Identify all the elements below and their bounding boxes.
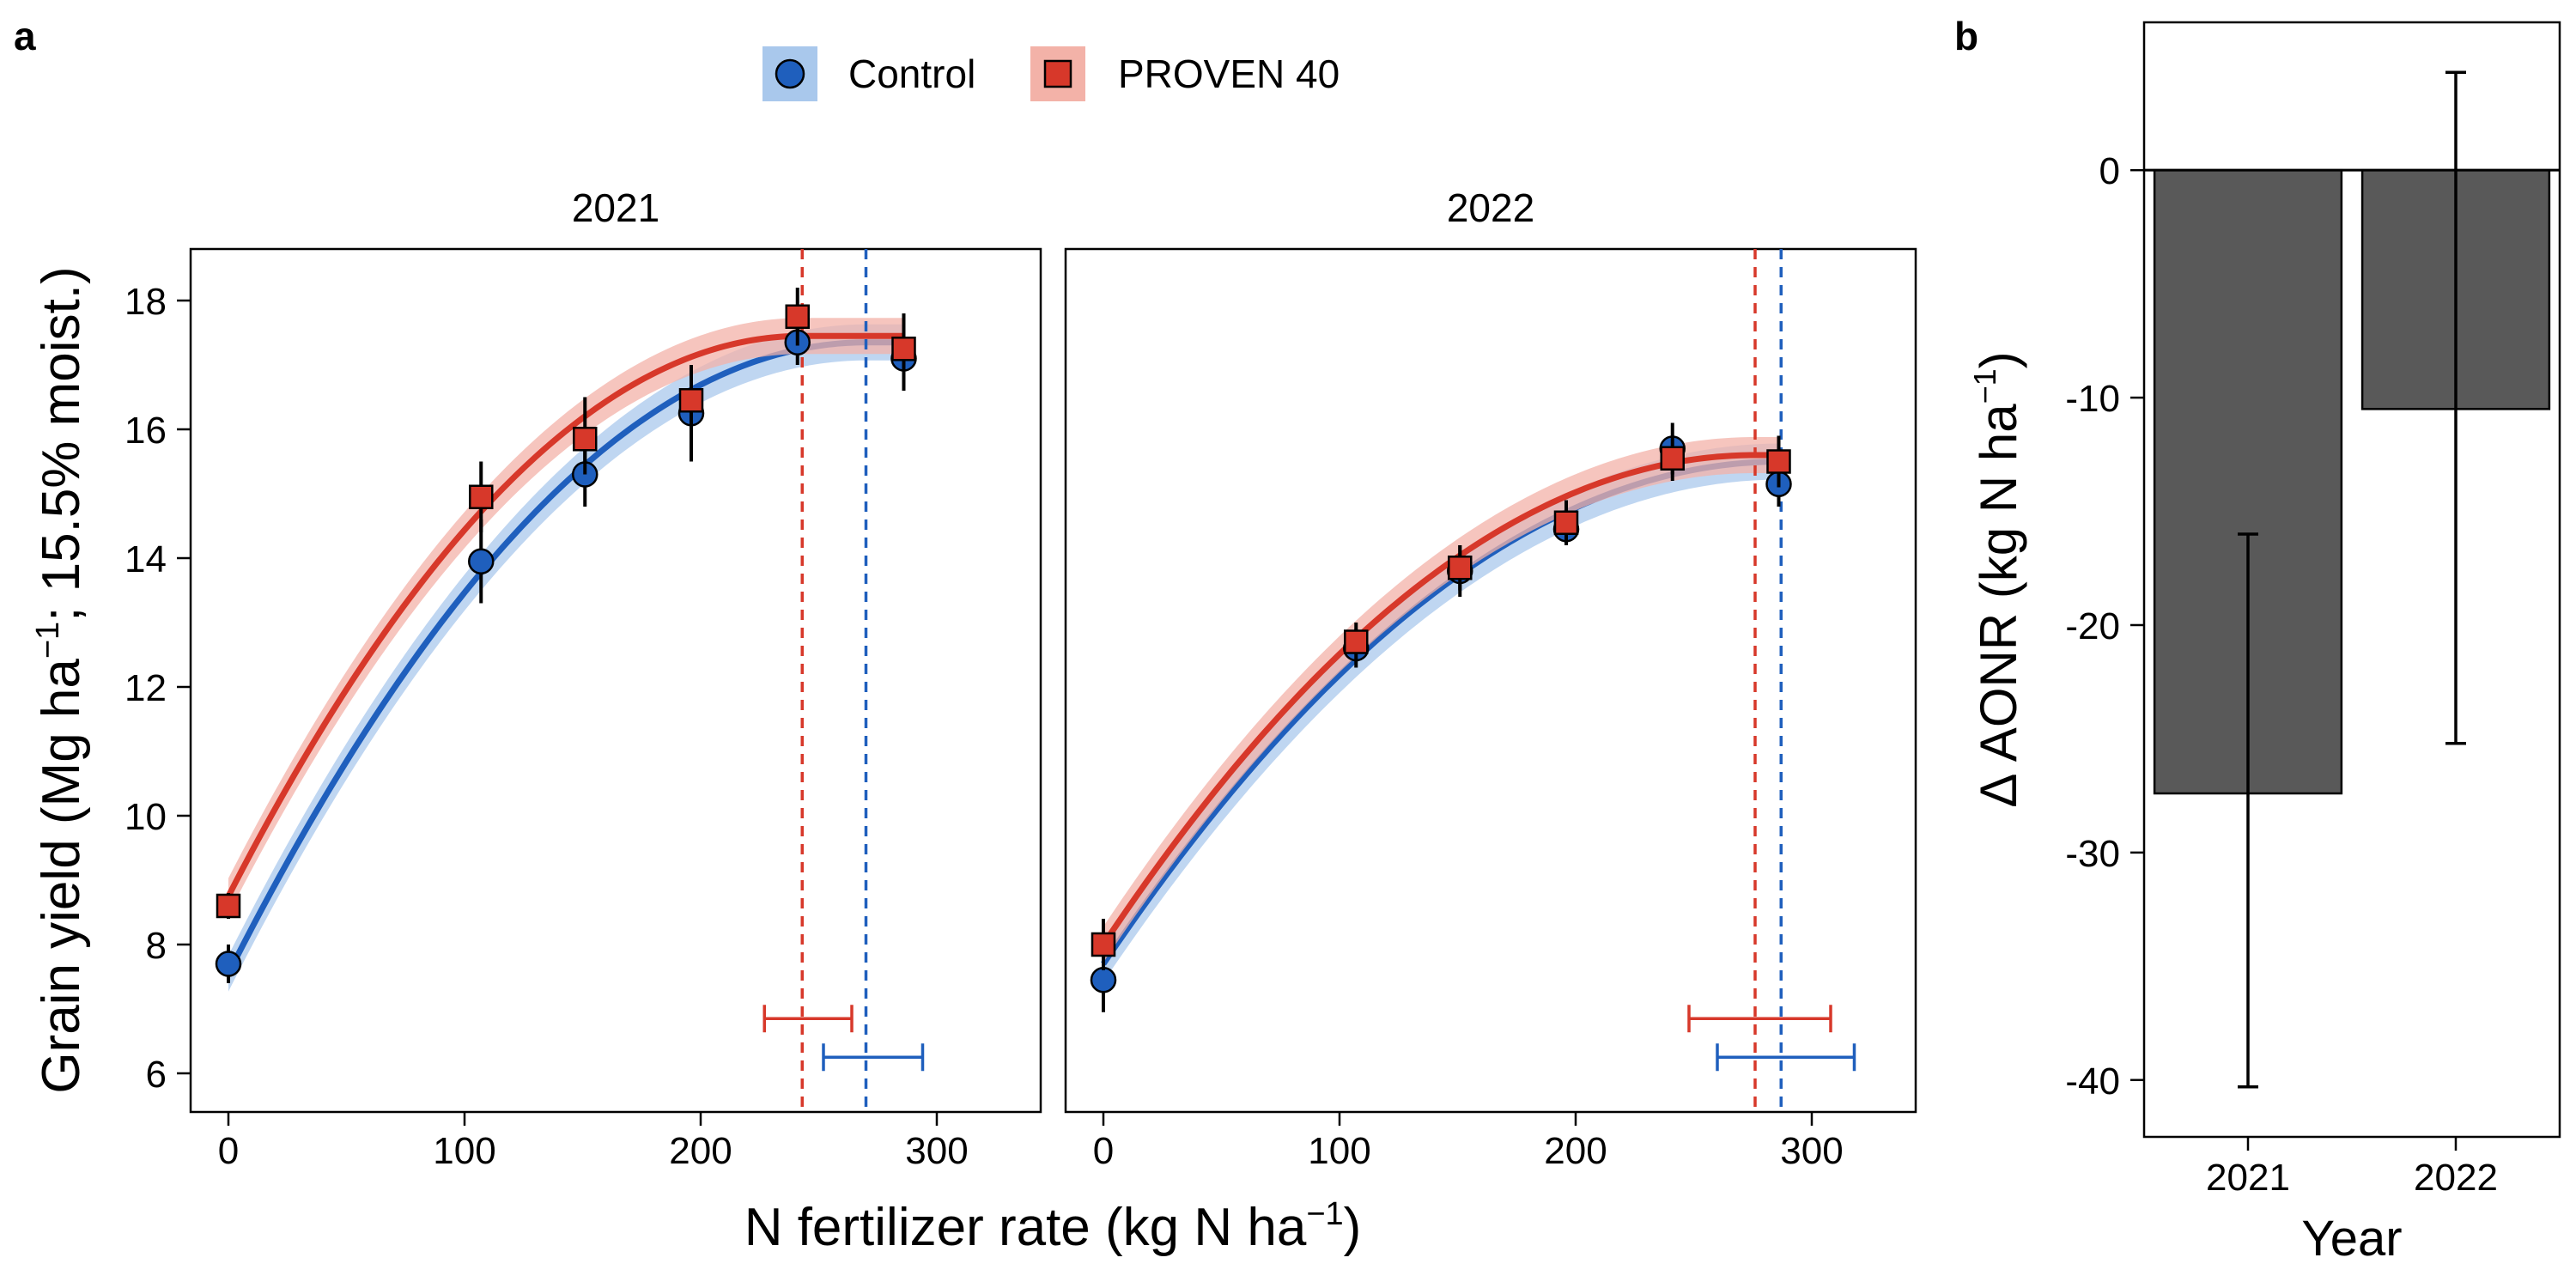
bar-y-axis-label-end: ) — [1970, 351, 2027, 368]
data-point-proven-40 — [1344, 629, 1369, 654]
bar-y-axis-label: Δ AONR (kg N ha−1) — [1967, 351, 2027, 807]
fit-band-control — [1103, 443, 1779, 982]
legend-proven-label: PROVEN 40 — [1118, 52, 1340, 96]
fit-band-proven-40 — [228, 318, 904, 914]
legend-proven-marker — [1043, 59, 1072, 88]
bar-y-tick-label: -20 — [2065, 605, 2120, 647]
plot-area — [1101, 249, 1856, 1112]
bar-y-axis-label-sup: −1 — [1967, 368, 2002, 404]
panel-2022-frame — [1064, 247, 1917, 1114]
x-tick-label: 100 — [1308, 1130, 1370, 1172]
y-tick-label: 8 — [146, 925, 167, 967]
bar-y-tick-label: -30 — [2065, 833, 2120, 875]
x-tick-label: 100 — [433, 1130, 495, 1172]
data-point-proven-40 — [1553, 510, 1579, 535]
fit-curve-proven-40 — [1101, 452, 1779, 946]
data-point-proven-40 — [216, 893, 241, 919]
legend: Control PROVEN 40 — [762, 46, 1340, 101]
x-axis-label: N fertilizer rate (kg N ha−1) — [744, 1196, 1362, 1257]
data-point-proven-40 — [469, 484, 494, 509]
fit-curve-control — [1101, 459, 1779, 966]
panel-2022: 2022 0 100 200 300 — [1064, 185, 1917, 1172]
x-axis-label-main: N fertilizer rate (kg N ha — [744, 1198, 1307, 1257]
x-tick-label: 0 — [1093, 1130, 1114, 1172]
data-point-proven-40 — [1091, 932, 1116, 957]
y-tick-label: 18 — [125, 281, 167, 323]
x-tick-label: 200 — [1544, 1130, 1607, 1172]
y-tick-label: 12 — [125, 667, 167, 709]
panel-aonr-difference: Year Δ AONR (kg N ha−1) 2021 2022 0 -10 -20 -… — [1967, 21, 2561, 1267]
x-tick-label: 300 — [905, 1130, 968, 1172]
data-point-control — [468, 548, 495, 574]
panel-2022-title: 2022 — [1447, 185, 1534, 230]
y-axis-label-sup: −1 — [30, 622, 66, 659]
bar-x-tick-label: 2022 — [2414, 1157, 2498, 1199]
x-axis-label-sup: −1 — [1306, 1196, 1343, 1232]
y-tick-label: 10 — [125, 796, 167, 838]
bar-y-tick-label: -10 — [2065, 378, 2120, 420]
legend-control-marker — [775, 58, 805, 89]
panel-2021-frame — [189, 247, 1042, 1114]
bar-y-axis-label-main: Δ AONR (kg N ha — [1970, 404, 2027, 808]
panel-b-label: b — [1954, 14, 1978, 58]
y-tick-label: 14 — [125, 538, 167, 580]
legend-control-label: Control — [848, 52, 975, 96]
data-point-proven-40 — [1766, 449, 1791, 474]
bar-y-tick-label: -40 — [2065, 1060, 2120, 1103]
data-point-proven-40 — [573, 427, 598, 452]
bar-panel-frame — [2142, 21, 2561, 1139]
y-tick-label: 16 — [125, 410, 167, 452]
x-tick-label: 200 — [669, 1130, 732, 1172]
data-point-control — [1090, 967, 1117, 993]
bar-x-tick-label: 2021 — [2206, 1157, 2290, 1199]
bar-y-tick-label: 0 — [2099, 150, 2120, 192]
fit-band-proven-40 — [1103, 437, 1779, 963]
data-point-proven-40 — [891, 337, 916, 361]
data-point-proven-40 — [785, 304, 810, 329]
y-axis-label-main: Grain yield (Mg ha — [32, 659, 91, 1094]
data-point-proven-40 — [678, 388, 704, 413]
panel-a-label: a — [14, 14, 36, 58]
bar-x-axis-label: Year — [2301, 1211, 2402, 1267]
data-point-proven-40 — [1448, 556, 1473, 580]
data-point-proven-40 — [1660, 446, 1685, 471]
y-axis-label-end: ; 15.5% moist.) — [32, 266, 91, 621]
y-tick-label: 6 — [146, 1054, 167, 1096]
panel-2021: 2021 0 100 200 300 6 8 10 12 14 16 18 — [125, 185, 1042, 1172]
plot-area — [225, 249, 925, 1112]
y-axis-label: Grain yield (Mg ha−1; 15.5% moist.) — [30, 266, 91, 1093]
data-point-control — [215, 951, 242, 977]
x-axis-label-end: ) — [1344, 1198, 1362, 1257]
x-tick-label: 0 — [218, 1130, 239, 1172]
x-tick-label: 300 — [1780, 1130, 1843, 1172]
panel-2021-title: 2021 — [572, 185, 659, 230]
